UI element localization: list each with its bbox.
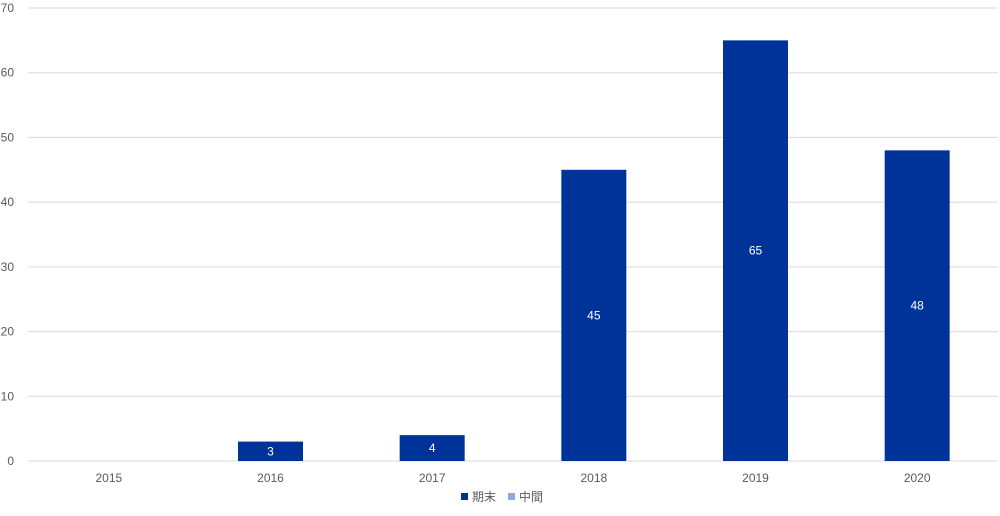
y-tick-label: 0 xyxy=(7,454,14,468)
y-tick-label: 50 xyxy=(1,130,15,144)
x-tick-label: 2015 xyxy=(95,471,122,485)
bar[interactable] xyxy=(238,441,303,461)
data-label: 48 xyxy=(910,299,924,313)
y-tick-label: 10 xyxy=(1,389,15,403)
y-tick-label: 40 xyxy=(1,195,15,209)
x-tick-label: 2019 xyxy=(742,471,769,485)
data-label: 4 xyxy=(429,441,436,455)
bar[interactable] xyxy=(884,150,950,461)
y-tick-label: 70 xyxy=(1,1,15,15)
data-label: 65 xyxy=(749,244,763,258)
legend-label[interactable]: 期末 xyxy=(472,490,496,504)
bar[interactable] xyxy=(723,40,788,461)
legend-swatch xyxy=(461,493,468,500)
bar[interactable] xyxy=(561,169,627,462)
legend-label[interactable]: 中間 xyxy=(519,489,543,504)
x-tick-label: 2017 xyxy=(419,471,446,485)
x-tick-label: 2020 xyxy=(904,471,931,485)
bar[interactable] xyxy=(399,435,465,461)
x-tick-label: 2018 xyxy=(580,471,607,485)
y-tick-label: 30 xyxy=(1,260,15,274)
data-label: 45 xyxy=(587,308,601,322)
data-label: 3 xyxy=(267,444,274,458)
x-tick-label: 2016 xyxy=(257,471,284,485)
legend-swatch xyxy=(508,493,515,500)
y-tick-label: 60 xyxy=(1,66,15,80)
y-tick-label: 20 xyxy=(1,325,15,339)
